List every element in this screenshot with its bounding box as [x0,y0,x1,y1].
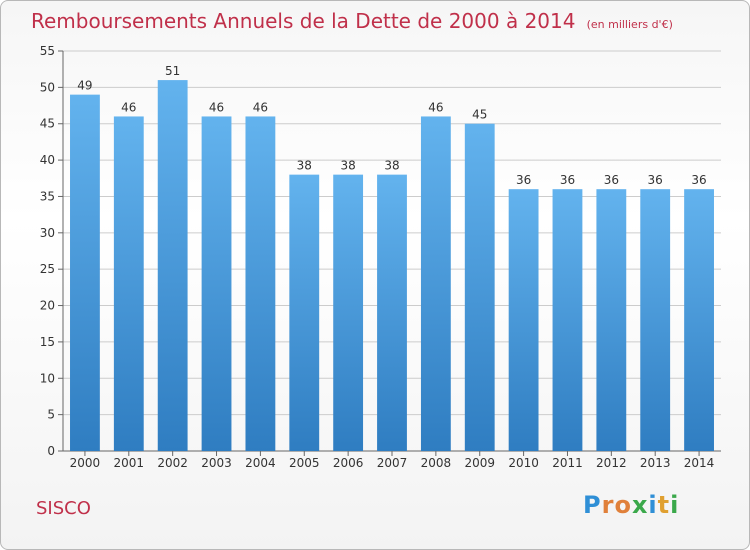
logo-letter: o [614,491,632,519]
y-tick-label: 30 [40,226,55,240]
bar [113,116,144,452]
x-tick-label: 2001 [114,456,145,470]
logo-letter: i [648,491,658,519]
logo-letter: x [631,491,649,519]
x-tick-label: 2014 [684,456,715,470]
bar [157,80,188,451]
x-tick-label: 2006 [333,456,364,470]
y-tick-label: 45 [40,117,55,131]
bar-value-label: 46 [253,100,268,114]
bar-value-label: 49 [77,79,92,93]
bar-value-label: 46 [209,100,224,114]
y-tick-label: 25 [40,262,55,276]
bar [596,189,627,451]
x-tick-label: 2008 [421,456,452,470]
x-tick-label: 2010 [508,456,539,470]
y-tick-label: 20 [40,299,55,313]
bar-value-label: 46 [121,100,136,114]
y-tick-label: 35 [40,189,55,203]
x-tick-label: 2002 [157,456,188,470]
y-tick-label: 0 [47,444,55,458]
y-tick-label: 5 [47,408,55,422]
bar-value-label: 46 [428,100,443,114]
bar-value-label: 36 [691,173,706,187]
x-tick-label: 2013 [640,456,671,470]
bar-value-label: 36 [604,173,619,187]
y-tick-label: 40 [40,153,55,167]
y-tick-label: 10 [40,371,55,385]
bar-value-label: 38 [340,159,355,173]
bar [508,189,539,451]
y-tick-label: 50 [40,80,55,94]
proxiti-logo: Proxiti [583,491,679,519]
bar-value-label: 36 [516,173,531,187]
logo-letter: t [657,491,671,519]
bar-value-label: 36 [648,173,663,187]
bar [289,174,320,452]
bar [552,189,583,451]
title-main: Remboursements Annuels de la Dette de 20… [31,9,576,33]
bar [640,189,671,451]
x-tick-label: 2007 [377,456,408,470]
bar [377,174,407,452]
title-unit: (en milliers d'€) [586,18,673,31]
bar [70,94,100,452]
x-tick-label: 2005 [289,456,320,470]
bar-value-label: 36 [560,173,575,187]
bar [201,116,232,452]
bar-value-label: 45 [472,108,487,122]
bar [464,123,495,452]
commune-name: SISCO [36,498,91,519]
logo-letter: i [670,491,680,519]
logo-letter: P [583,491,602,519]
x-tick-label: 2000 [70,456,101,470]
bar [245,116,276,452]
x-tick-label: 2004 [245,456,276,470]
x-tick-label: 2009 [464,456,495,470]
bar [420,116,451,452]
x-tick-label: 2012 [596,456,627,470]
logo-letter: r [601,491,615,519]
bar-value-label: 38 [384,159,399,173]
x-tick-label: 2011 [552,456,583,470]
bar [333,174,364,452]
y-tick-label: 55 [40,44,55,58]
chart-title: Remboursements Annuels de la Dette de 20… [31,9,673,33]
x-tick-label: 2003 [201,456,232,470]
bar-value-label: 51 [165,64,180,78]
bar [684,189,714,451]
y-tick-label: 15 [40,335,55,349]
bar-value-label: 38 [297,159,312,173]
